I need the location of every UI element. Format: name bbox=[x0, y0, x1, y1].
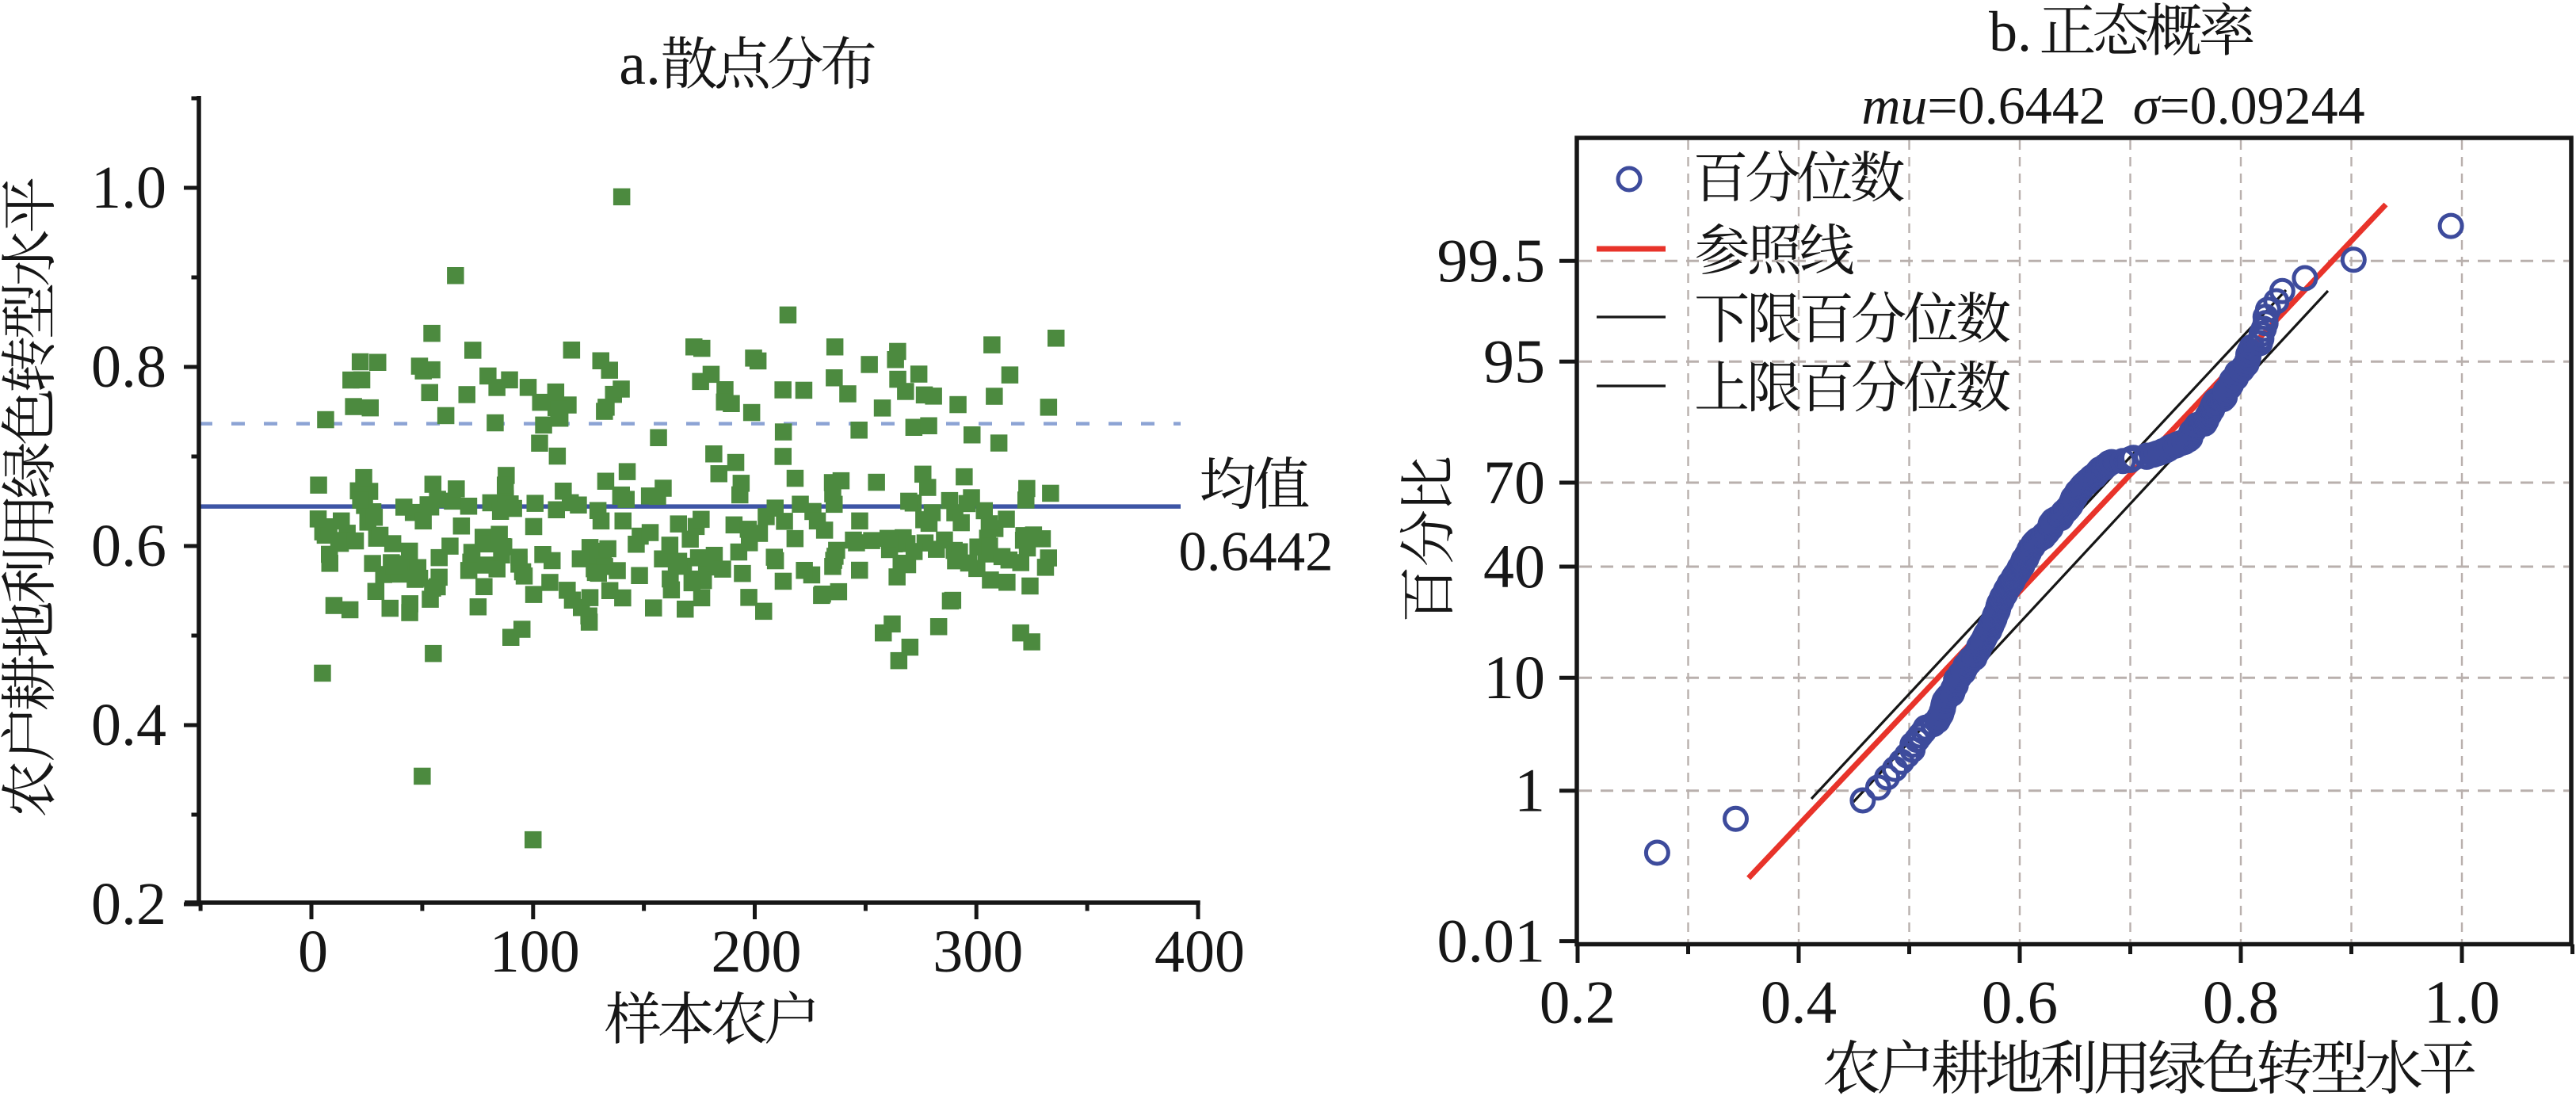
svg-text:0.8: 0.8 bbox=[91, 334, 166, 400]
svg-text:0.6: 0.6 bbox=[91, 513, 166, 579]
svg-text:b.: b. bbox=[1989, 0, 2032, 63]
svg-text:1.0: 1.0 bbox=[2424, 968, 2500, 1037]
svg-text:0.2: 0.2 bbox=[91, 871, 166, 938]
svg-text:1: 1 bbox=[1514, 756, 1545, 825]
svg-text:40: 40 bbox=[1483, 532, 1545, 601]
svg-text:0.2: 0.2 bbox=[1540, 968, 1616, 1037]
svg-text:100: 100 bbox=[490, 918, 580, 985]
svg-text:0.4: 0.4 bbox=[91, 692, 166, 758]
svg-text:0.8: 0.8 bbox=[2203, 968, 2279, 1037]
svg-text:0.4: 0.4 bbox=[1761, 968, 1837, 1037]
svg-text:0.01: 0.01 bbox=[1437, 906, 1546, 975]
svg-text:a.: a. bbox=[619, 31, 661, 97]
svg-text:300: 300 bbox=[933, 918, 1023, 985]
svg-text:1.0: 1.0 bbox=[91, 155, 166, 221]
svg-text:200: 200 bbox=[712, 918, 802, 985]
svg-text:400: 400 bbox=[1154, 918, 1245, 985]
svg-text:0.6442: 0.6442 bbox=[1178, 521, 1333, 583]
svg-text:0.6: 0.6 bbox=[1982, 968, 2058, 1037]
svg-text:99.5: 99.5 bbox=[1437, 226, 1546, 295]
svg-text:0: 0 bbox=[298, 918, 328, 985]
svg-text:70: 70 bbox=[1483, 448, 1545, 517]
svg-text:mu=0.6442 σ=0.09244: mu=0.6442 σ=0.09244 bbox=[1861, 75, 2364, 136]
svg-text:10: 10 bbox=[1483, 643, 1545, 712]
svg-text:95: 95 bbox=[1483, 327, 1545, 395]
